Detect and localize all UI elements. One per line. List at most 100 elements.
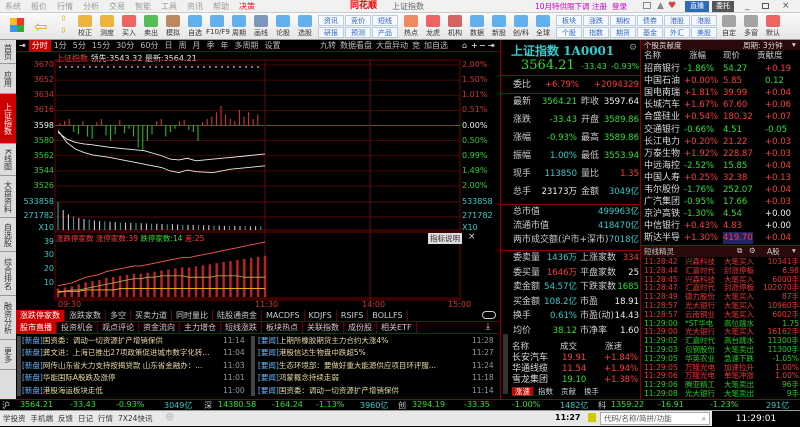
quick-link-top[interactable]: 债券 [637,15,663,26]
menu-smart[interactable]: 智能 [135,2,151,11]
menu-system[interactable]: 系统 [5,2,21,11]
zoom-in-icon[interactable]: + [471,41,478,50]
period-tab-0[interactable]: 分时 [28,40,51,52]
toolbar-button-4[interactable]: 模拟 [162,15,184,38]
quick-link-bottom[interactable]: 指数 [583,27,609,38]
contrib-period-select[interactable]: 周期: 3分钟 [743,41,783,50]
shortline-stock[interactable]: 万隆光电 [685,371,715,381]
toggle-switch[interactable] [482,311,496,319]
shortline-stock[interactable]: 包钢股份 [685,345,715,354]
bell-icon[interactable]: ▲ [657,1,664,11]
chart-tool-1[interactable]: 数据看盘 [340,41,372,50]
market-chevron-icon[interactable]: ▾ [792,246,796,255]
intraday-chart[interactable] [0,0,500,310]
contrib-name[interactable]: 长城汽车 [644,100,681,111]
rank-header[interactable]: 涨速 [605,342,623,352]
period-tab-4[interactable]: 30分 [116,41,135,50]
zoom-out-icon[interactable]: − [479,41,486,50]
indicator-tab-7[interactable]: KDJFS [305,310,337,322]
period-tab-12[interactable]: 设置 [264,41,281,50]
contrib-header[interactable]: 涨幅 [689,51,707,61]
chart-tool-3[interactable]: 竞 [412,41,420,50]
rank-tab-2[interactable]: 贡献 [561,387,576,396]
indicator-explain-button[interactable]: 指标说明 [428,233,462,244]
menu-analysis[interactable]: 分析 [83,2,99,11]
news-scrollbar[interactable] [17,336,21,396]
toolbar-button-8[interactable]: 画线 [250,15,272,38]
contrib-name[interactable]: 中远海控 [644,160,681,171]
toolbar-button-20[interactable]: 默认 [762,15,784,38]
contrib-name[interactable]: 招商银行 [644,64,681,74]
side-tab-3[interactable]: K线图 [0,144,16,176]
quick-link-top[interactable]: 涨跌 [583,15,609,26]
settings-gear-icon[interactable]: ⚙ [629,43,638,53]
news-tab-1[interactable]: 投资机会 [57,322,98,334]
news-tab-0[interactable]: 股市直播 [16,322,57,334]
minimize-button[interactable]: _ [745,1,750,11]
shortline-stock[interactable]: 云南铜业 [685,309,715,319]
gift-icon[interactable]: ♥ [668,1,677,11]
down-arrow-icon[interactable]: ⇩ [60,26,67,35]
menu-news[interactable]: 资讯 [187,2,203,11]
indicator-tab-6[interactable]: MACDFS [262,310,305,322]
up-arrow-icon[interactable]: ⇧ [60,14,67,23]
period-tab-7[interactable]: 周 [178,41,187,50]
news-tab-8[interactable]: 成份股 [344,322,377,334]
quick-link-bottom[interactable]: 美股 [691,27,717,38]
toolbar-button-17[interactable]: 全球 [532,15,554,38]
news-item[interactable]: [要闻]国资委：调动一切资源扩产增销保供 11:14 [258,385,497,397]
contrib-name[interactable]: 长江电力 [644,136,681,147]
shortline-stock[interactable]: 华英农业 [685,353,715,363]
market-select[interactable]: A股 [767,247,780,256]
rank-name[interactable]: 华通线缆 [512,364,549,374]
news-item[interactable]: [要闻]生态环境部：要做好重大能源供应项目环评服... 11:24 [258,360,497,372]
quick-link-bottom[interactable]: 基金 [637,27,663,38]
news-item[interactable]: [新盘]国资委：调动一切资源扩产增销保供 11:14 [22,335,248,347]
period-tab-10[interactable]: 年 [220,41,229,50]
login-link[interactable]: 登录 [612,2,627,11]
menu-trade[interactable]: 交易 [109,2,125,11]
toolbar-button-11[interactable]: 热点 [400,15,422,38]
toolbar-button-13[interactable]: 机构 [444,15,466,38]
menu-tools[interactable]: 工具 [161,2,177,11]
expand-icon[interactable]: ⇥ [488,41,495,50]
side-tab-6[interactable]: 综合排名 [0,252,16,296]
shortline-stock[interactable]: 德力股份 [685,292,715,302]
menu-quote[interactable]: 报价 [31,2,47,11]
contrib-name[interactable]: 中国人寿 [644,172,681,183]
news-scrollbar-right[interactable] [251,336,255,396]
side-tab-8[interactable]: 更多 [0,340,16,370]
side-tab-5[interactable]: 自选股 [0,218,16,252]
bottom-link-1[interactable]: 手机端 [30,414,54,423]
shortline-stock[interactable]: 汇嘉时代 [685,283,715,293]
promo-link[interactable]: 10月特供限下调 [535,2,590,11]
news-item[interactable]: [要闻]上期所橡胶期货主力合约大涨4% 11:28 [258,335,497,347]
period-tab-3[interactable]: 15分 [91,41,111,50]
period-tab-2[interactable]: 5分 [72,41,86,50]
contrib-name[interactable]: 合盛硅业 [644,112,681,123]
chart-tool-2[interactable]: 大盘异动 [376,41,408,50]
shortline-stock[interactable]: 兴森科技 [685,274,715,284]
download-icon[interactable]: ⤓ [486,322,490,332]
contrib-name[interactable]: 国电南瑞 [644,88,681,99]
news-tab-5[interactable]: 短线涨跌 [221,322,262,334]
toolbar-button-10[interactable]: 选股 [294,15,316,38]
bottom-link-5[interactable]: 7X24快讯 [118,414,153,423]
shortline-stock[interactable]: 光大银行 [685,327,715,337]
toolbar-button-6[interactable]: F10/F9 [206,15,230,36]
shortline-stock[interactable]: 汇嘉时代 [685,265,715,275]
close-indicator-icon[interactable]: × [468,232,476,242]
quick-link-bottom[interactable]: 产品 [372,27,398,38]
chevron-down-icon[interactable]: ▾ [792,40,796,49]
bottom-link-0[interactable]: 学投资 [3,414,26,423]
quick-link-bottom[interactable]: 预测 [345,27,371,38]
period-tab-5[interactable]: 60分 [140,41,159,50]
rank-tab-0[interactable]: 涨速 [512,387,533,396]
quick-link-top[interactable]: 竞价 [345,15,371,26]
indicator-tab-2[interactable]: 多空 [106,310,131,322]
bottom-link-4[interactable]: 行情 [98,414,113,423]
news-item[interactable]: [要闻]港股信达生物盘中跌超5% 11:27 [258,347,497,359]
indicator-tab-0[interactable]: 涨跌停家数 [16,310,65,322]
close-button[interactable]: × [782,1,790,11]
news-item[interactable]: [新盘]华能国际A股跌及涨停 11:01 [22,372,248,384]
